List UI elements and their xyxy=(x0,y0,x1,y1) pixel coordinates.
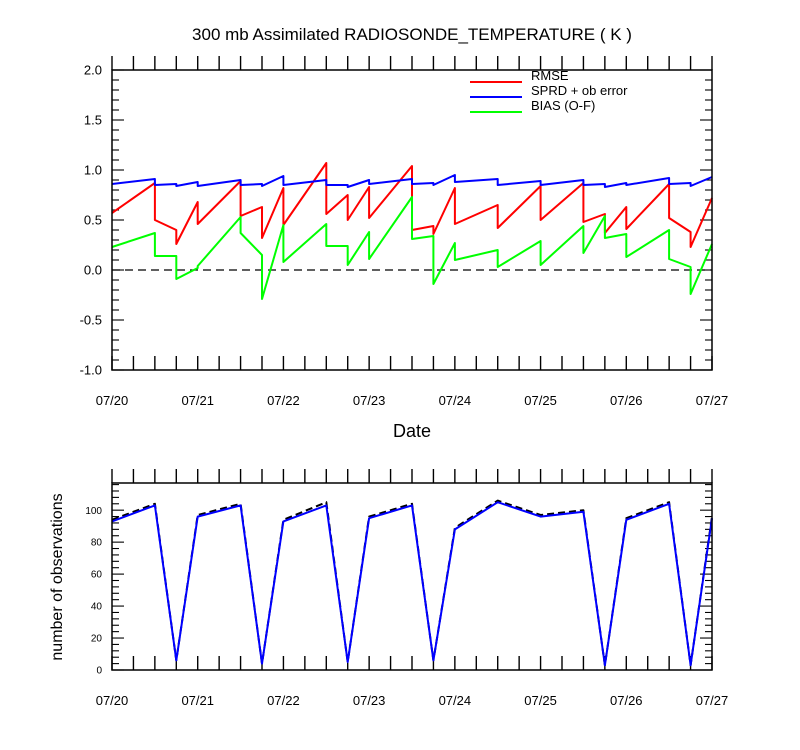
bottom-series xyxy=(111,499,713,667)
legend-label-sprd-ob-error: SPRD + ob error xyxy=(531,83,628,98)
x-tick-label: 07/22 xyxy=(267,693,300,708)
x-tick-label: 07/20 xyxy=(96,693,129,708)
x-tick-label: 07/25 xyxy=(524,693,557,708)
series-line-sprd-ob-error xyxy=(111,174,713,188)
series-line-possible xyxy=(111,499,713,667)
y-tick-label: 1.0 xyxy=(84,163,102,178)
y-tick-label: 20 xyxy=(91,634,103,645)
chart-title: 300 mb Assimilated RADIOSONDE_TEMPERATUR… xyxy=(192,25,632,44)
top-series xyxy=(111,162,713,300)
y-tick-label: 0.0 xyxy=(84,263,102,278)
y-tick-label: -0.5 xyxy=(80,313,102,328)
x-tick-label: 07/23 xyxy=(353,693,386,708)
x-tick-label: 07/26 xyxy=(610,393,643,408)
x-tick-label: 07/24 xyxy=(439,693,472,708)
x-tick-label: 07/21 xyxy=(181,393,214,408)
y-tick-label: 80 xyxy=(91,538,103,549)
x-tick-label: 07/27 xyxy=(696,393,729,408)
x-tick-label: 07/24 xyxy=(439,393,472,408)
top-plot-frame xyxy=(111,69,713,371)
x-tick-label: 07/27 xyxy=(696,693,729,708)
bottom-y-tick-labels: 0 20 40 60 80 100 xyxy=(85,506,102,677)
y-tick-label: 40 xyxy=(91,602,103,613)
y-axis-label-observations: number of observations xyxy=(49,493,66,660)
series-line-bias-o-f xyxy=(111,196,713,300)
y-tick-label: 100 xyxy=(85,506,102,517)
y-tick-label: 60 xyxy=(91,570,103,581)
y-tick-label: 0 xyxy=(96,666,102,677)
bottom-x-tick-labels: 07/20 07/21 07/22 07/23 07/24 07/25 07/26 07/27 xyxy=(96,693,729,708)
x-tick-label: 07/20 xyxy=(96,393,129,408)
y-tick-label: -1.0 xyxy=(80,363,102,378)
y-tick-label: 1.5 xyxy=(84,113,102,128)
bottom-ticks xyxy=(111,469,713,671)
x-tick-label: 07/22 xyxy=(267,393,300,408)
x-tick-label: 07/21 xyxy=(181,693,214,708)
legend-label-bias-o-f: BIAS (O-F) xyxy=(531,98,595,113)
legend-label-rmse: RMSE xyxy=(531,68,569,83)
top-y-tick-labels: 2.0 1.5 1.0 0.5 0.0 -0.5 -1.0 xyxy=(80,63,102,378)
series-line-used xyxy=(111,501,713,667)
top-chart: 300 mb Assimilated RADIOSONDE_TEMPERATUR… xyxy=(80,25,729,441)
x-tick-label: 07/26 xyxy=(610,693,643,708)
top-x-tick-labels: 07/20 07/21 07/22 07/23 07/24 07/25 07/26 07/27 xyxy=(96,393,729,408)
x-tick-label: 07/23 xyxy=(353,393,386,408)
y-tick-label: 0.5 xyxy=(84,213,102,228)
x-tick-label: 07/25 xyxy=(524,393,557,408)
x-axis-label: Date xyxy=(393,421,431,441)
bottom-plot-frame xyxy=(111,482,713,671)
y-tick-label: 2.0 xyxy=(84,63,102,78)
